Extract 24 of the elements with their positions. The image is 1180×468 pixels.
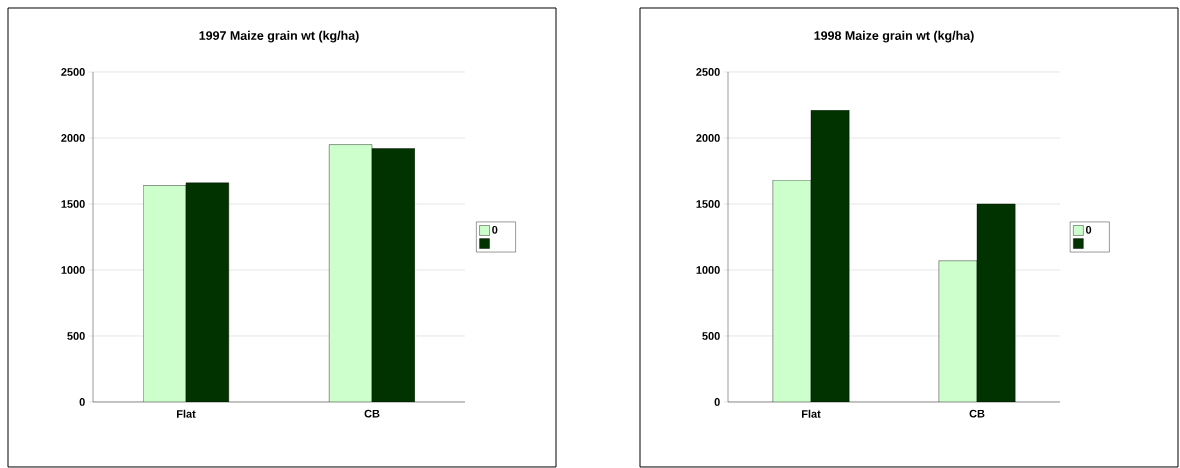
x-tick-label: Flat [177,409,196,418]
bar [811,110,850,402]
y-tick-label: 1500 [61,200,85,208]
y-tick-label: 2000 [696,134,720,142]
legend-label: 0 [1085,225,1092,234]
y-tick-label: 500 [702,332,720,340]
x-tick-label: CB [969,409,985,418]
x-tick-label: CB [364,409,380,418]
y-tick-label: 2000 [61,134,85,142]
y-tick-label: 0 [714,398,720,406]
y-tick-label: 500 [67,332,85,340]
y-tick-label: 1000 [696,266,720,274]
y-tick-label: 2500 [696,68,720,76]
bar [976,203,1016,402]
y-tick-label: 2500 [61,68,85,76]
bar [186,182,229,402]
x-tick-label: Flat [802,409,821,418]
chart-title: 1998 Maize grain wt (kg/ha) [814,30,974,43]
y-tick-label: 1000 [61,266,85,274]
chart-title: 1997 Maize grain wt (kg/ha) [199,30,359,43]
y-tick-label: 0 [79,398,85,406]
legend-label: 0 [492,225,498,234]
bar [371,148,415,402]
y-tick-label: 1500 [696,200,720,208]
